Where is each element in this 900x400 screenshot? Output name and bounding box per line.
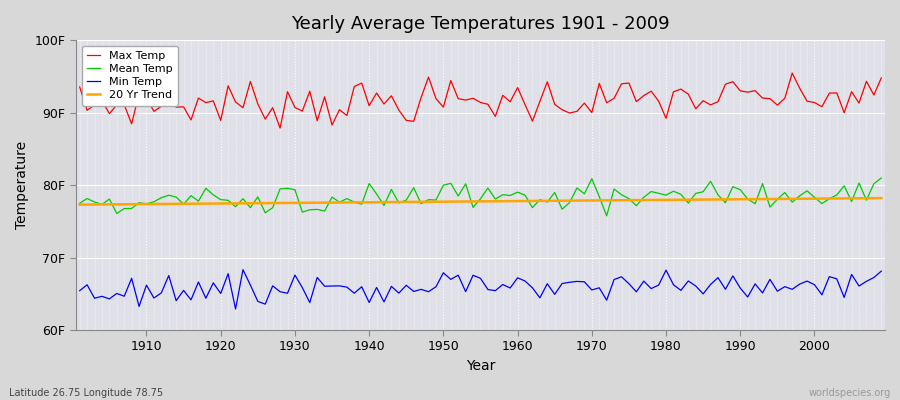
Min Temp <box>876 269 886 274</box>
Max Temp <box>274 126 285 130</box>
Max Temp <box>304 89 315 94</box>
Min Temp <box>238 267 248 272</box>
Min Temp <box>75 288 86 293</box>
Legend: Max Temp, Mean Temp, Min Temp, 20 Yr Trend: Max Temp, Mean Temp, Min Temp, 20 Yr Tre… <box>82 46 178 106</box>
Min Temp <box>230 307 241 312</box>
20 Yr Trend <box>134 202 145 206</box>
20 Yr Trend <box>297 200 308 205</box>
X-axis label: Year: Year <box>466 359 495 373</box>
Max Temp <box>75 84 86 89</box>
Mean Temp <box>297 210 308 214</box>
Mean Temp <box>341 196 352 201</box>
Max Temp <box>787 71 797 76</box>
Mean Temp <box>512 190 523 194</box>
20 Yr Trend <box>601 198 612 203</box>
Line: Min Temp: Min Temp <box>80 270 881 309</box>
Line: Max Temp: Max Temp <box>80 73 881 128</box>
20 Yr Trend <box>75 202 86 207</box>
20 Yr Trend <box>505 199 516 204</box>
Max Temp <box>876 76 886 80</box>
Mean Temp <box>75 201 86 206</box>
Line: 20 Yr Trend: 20 Yr Trend <box>80 198 881 205</box>
Min Temp <box>519 279 530 284</box>
Min Temp <box>356 284 367 289</box>
Min Temp <box>311 275 322 280</box>
Y-axis label: Temperature: Temperature <box>15 141 29 229</box>
Title: Yearly Average Temperatures 1901 - 2009: Yearly Average Temperatures 1901 - 2009 <box>292 15 670 33</box>
Min Temp <box>616 274 627 279</box>
Max Temp <box>134 91 145 96</box>
Min Temp <box>527 286 538 290</box>
20 Yr Trend <box>876 196 886 200</box>
Text: Latitude 26.75 Longitude 78.75: Latitude 26.75 Longitude 78.75 <box>9 388 163 398</box>
20 Yr Trend <box>341 200 352 205</box>
Max Temp <box>349 84 360 89</box>
Line: Mean Temp: Mean Temp <box>80 178 881 216</box>
Max Temp <box>512 85 523 90</box>
Max Temp <box>519 102 530 107</box>
Mean Temp <box>876 176 886 180</box>
20 Yr Trend <box>512 199 523 204</box>
Mean Temp <box>601 214 612 218</box>
Mean Temp <box>608 186 619 191</box>
Mean Temp <box>134 200 145 205</box>
Mean Temp <box>505 193 516 198</box>
Text: worldspecies.org: worldspecies.org <box>809 388 891 398</box>
Min Temp <box>134 304 145 309</box>
Max Temp <box>608 96 619 101</box>
